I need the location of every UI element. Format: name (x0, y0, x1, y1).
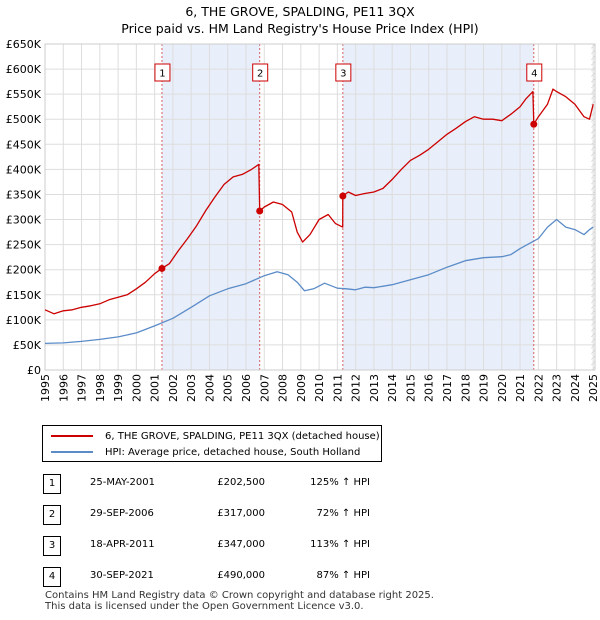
table-row: 3 18-APR-2011 £347,000 113% ↑ HPI (0, 536, 600, 556)
footer-copyright: Contains HM Land Registry data © Crown c… (45, 590, 434, 601)
sale-label-box (335, 63, 352, 82)
y-tick-label: £600K (6, 63, 42, 76)
table-row: 2 29-SEP-2006 £317,000 72% ↑ HPI (0, 505, 600, 525)
x-tick-label: 2011 (331, 374, 344, 402)
hpi-line (44, 218, 594, 345)
x-tick-label: 2008 (277, 374, 290, 402)
transaction-hpi: 72% ↑ HPI (316, 508, 370, 519)
y-tick-label: £500K (6, 113, 42, 126)
x-tick-label: 2007 (258, 374, 271, 402)
transaction-price: £317,000 (217, 508, 265, 519)
property-price-line (44, 88, 594, 315)
shaded-period (342, 44, 534, 370)
x-tick-label: 2003 (185, 374, 198, 402)
x-tick-label: 2021 (514, 374, 527, 402)
x-tick-label: 2012 (350, 374, 363, 402)
x-tick-label: 1998 (94, 374, 107, 402)
footer-license: This data is licensed under the Open Gov… (45, 601, 364, 612)
chart-title: 6, THE GROVE, SPALDING, PE11 3QX (185, 4, 415, 19)
legend-label-property: 6, THE GROVE, SPALDING, PE11 3QX (detach… (105, 430, 380, 442)
transaction-date: 29-SEP-2006 (90, 508, 154, 519)
sale-label: 1 (159, 69, 165, 80)
x-tick-label: 2023 (551, 374, 564, 402)
x-tick-label: 2006 (240, 374, 253, 402)
x-tick-label: 2000 (130, 374, 143, 402)
x-tick-label: 2013 (368, 374, 381, 402)
y-tick-label: £350K (6, 188, 42, 201)
legend-swatch-property (51, 435, 93, 437)
sale-point (339, 192, 347, 200)
transaction-number: 1 (43, 474, 61, 494)
x-tick-label: 2016 (423, 374, 436, 402)
x-tick-label: 2004 (203, 374, 216, 402)
sale-label-box (154, 63, 171, 82)
footer: Contains HM Land Registry data © Crown c… (45, 590, 434, 612)
chart-subtitle: Price paid vs. HM Land Registry's House … (121, 21, 479, 36)
x-tick-label: 1997 (76, 374, 89, 402)
x-tick-label: 1995 (39, 374, 52, 402)
y-tick-label: £50K (13, 339, 42, 352)
x-tick-label: 2022 (532, 374, 545, 402)
legend-swatch-hpi (51, 451, 93, 453)
sale-point (530, 120, 538, 128)
y-tick-label: £650K (6, 38, 42, 51)
chart-legend: 6, THE GROVE, SPALDING, PE11 3QX (detach… (42, 425, 382, 462)
transaction-price: £490,000 (217, 570, 265, 581)
x-tick-label: 2018 (459, 374, 472, 402)
x-tick-label: 1999 (112, 374, 125, 402)
transaction-date: 30-SEP-2021 (90, 570, 154, 581)
y-tick-label: £400K (6, 163, 42, 176)
transaction-price: £202,500 (217, 477, 265, 488)
sale-label-box (252, 63, 269, 82)
sale-label-box (526, 63, 543, 82)
sale-point (158, 264, 166, 272)
transaction-hpi: 87% ↑ HPI (316, 570, 370, 581)
transaction-date: 25-MAY-2001 (90, 477, 156, 488)
x-tick-label: 2017 (441, 374, 454, 402)
x-tick-label: 2024 (569, 374, 582, 402)
y-tick-label: £200K (6, 264, 42, 277)
table-row: 1 25-MAY-2001 £202,500 125% ↑ HPI (0, 474, 600, 494)
x-tick-label: 2019 (478, 374, 491, 402)
x-tick-label: 2015 (404, 374, 417, 402)
transaction-date: 18-APR-2011 (90, 539, 155, 550)
shaded-period (161, 44, 260, 370)
legend-item-property: 6, THE GROVE, SPALDING, PE11 3QX (detach… (51, 429, 380, 443)
y-tick-label: £550K (6, 88, 42, 101)
transaction-price: £347,000 (217, 539, 265, 550)
x-tick-label: 2025 (587, 374, 600, 402)
x-tick-label: 2009 (295, 374, 308, 402)
transaction-number: 3 (43, 536, 61, 556)
sale-label: 2 (257, 69, 263, 80)
x-tick-label: 2014 (386, 374, 399, 402)
plot-frame (44, 43, 596, 371)
x-tick-label: 1996 (57, 374, 70, 402)
y-tick-label: £100K (6, 314, 42, 327)
y-tick-label: £0 (27, 364, 41, 377)
y-tick-label: £250K (6, 239, 42, 252)
y-tick-label: £150K (6, 289, 42, 302)
x-tick-label: 2002 (167, 374, 180, 402)
y-tick-label: £450K (6, 138, 42, 151)
y-tick-label: £300K (6, 214, 42, 227)
transaction-number: 4 (43, 567, 61, 587)
transaction-hpi: 125% ↑ HPI (310, 477, 370, 488)
transaction-number: 2 (43, 505, 61, 525)
price-chart: 1 2 3 4 £0 £50K £100K £150K £200K £250K £300K £350K… (6, 38, 600, 402)
sale-point (256, 207, 264, 215)
legend-item-hpi: HPI: Average price, detached house, Sout… (51, 445, 360, 459)
legend-label-hpi: HPI: Average price, detached house, Sout… (105, 446, 361, 458)
transaction-hpi: 113% ↑ HPI (310, 539, 370, 550)
sale-label: 4 (531, 69, 537, 80)
x-tick-label: 2020 (496, 374, 509, 402)
x-tick-label: 2001 (149, 374, 162, 402)
x-tick-label: 2010 (313, 374, 326, 402)
table-row: 4 30-SEP-2021 £490,000 87% ↑ HPI (0, 567, 600, 587)
sale-label: 3 (340, 69, 346, 80)
x-tick-label: 2005 (222, 374, 235, 402)
